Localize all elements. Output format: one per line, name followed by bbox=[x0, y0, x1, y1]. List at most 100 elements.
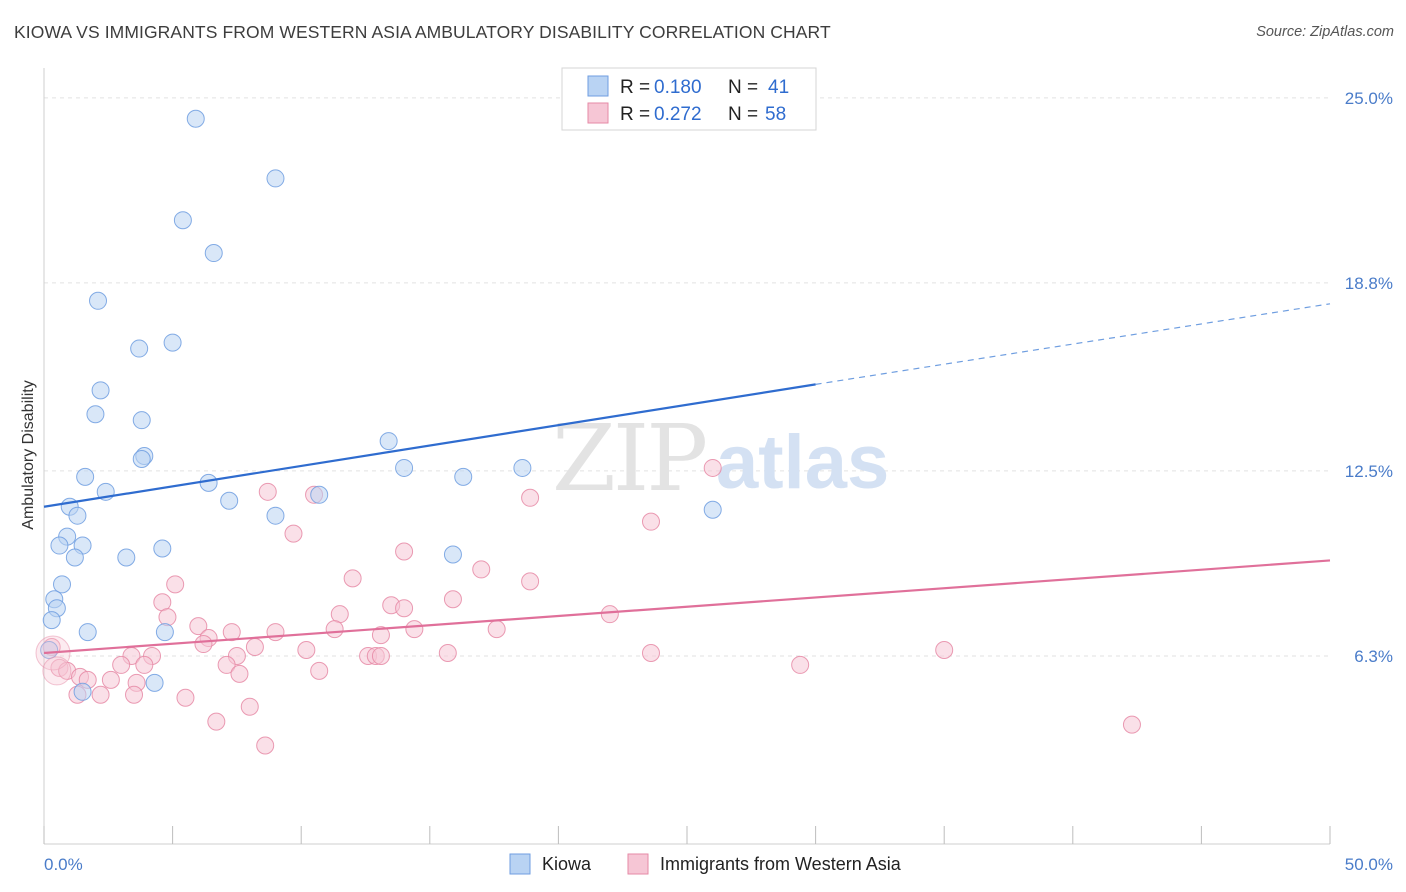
legend-n-value-western-asia: 58 bbox=[765, 104, 786, 125]
western-asia-point-1 bbox=[258, 482, 277, 501]
western-asia-point-56 bbox=[207, 712, 226, 731]
legend-r-label-western-asia: R = bbox=[620, 104, 650, 125]
western-asia-point-6 bbox=[395, 542, 414, 561]
western-asia-point-9 bbox=[521, 572, 540, 591]
legend-r-label-kiowa: R = bbox=[620, 77, 650, 98]
western-asia-point-39 bbox=[112, 655, 131, 674]
western-asia-point-24 bbox=[371, 626, 390, 645]
watermark: ZIP atlas bbox=[552, 405, 889, 512]
kiowa-point-26 bbox=[50, 536, 69, 555]
western-asia-point-54 bbox=[176, 688, 195, 707]
western-asia-point-55 bbox=[240, 697, 259, 716]
kiowa-point-36 bbox=[78, 623, 97, 642]
kiowa-point-2 bbox=[173, 211, 192, 230]
kiowa-point-19 bbox=[220, 491, 239, 510]
western-asia-point-28 bbox=[297, 641, 316, 659]
kiowa-point-38 bbox=[40, 641, 59, 659]
kiowa-point-11 bbox=[132, 449, 151, 468]
western-asia-point-21 bbox=[487, 620, 506, 639]
western-asia-point-10 bbox=[166, 575, 185, 594]
kiowa-point-3 bbox=[204, 244, 223, 263]
legend-swatch-kiowa bbox=[587, 75, 609, 97]
data-points bbox=[35, 109, 1141, 755]
kiowa-point-1 bbox=[266, 169, 285, 188]
kiowa-point-22 bbox=[266, 506, 285, 525]
kiowa-point-20 bbox=[310, 485, 329, 504]
western-asia-point-41 bbox=[217, 655, 236, 674]
kiowa-point-39 bbox=[145, 673, 164, 692]
y-tick-label-0: 6.3% bbox=[1354, 647, 1393, 666]
western-asia-point-7 bbox=[472, 560, 491, 579]
western-asia-point-14 bbox=[395, 599, 414, 618]
kiowa-point-29 bbox=[65, 548, 84, 567]
kiowa-point-40 bbox=[73, 682, 92, 701]
western-asia-cluster-point-2 bbox=[42, 656, 72, 686]
western-asia-point-22 bbox=[222, 623, 241, 642]
legend-n-label-western-asia: N = bbox=[728, 104, 758, 125]
western-asia-point-15 bbox=[330, 605, 349, 624]
western-asia-point-29 bbox=[438, 643, 457, 662]
legend-r-value-western-asia: 0.272 bbox=[654, 104, 702, 125]
x-ticks bbox=[43, 826, 1331, 844]
western-asia-point-8 bbox=[343, 569, 362, 588]
series-legend: Kiowa Immigrants from Western Asia bbox=[509, 853, 902, 875]
stats-legend: R = 0.180 N = 41 R = 0.272 N = 58 bbox=[561, 67, 817, 131]
western-asia-point-45 bbox=[310, 661, 329, 680]
kiowa-point-4 bbox=[89, 291, 108, 310]
western-asia-point-57 bbox=[1122, 715, 1141, 734]
western-asia-point-31 bbox=[935, 641, 954, 659]
western-asia-point-49 bbox=[101, 670, 120, 689]
kiowa-point-15 bbox=[395, 458, 414, 477]
western-asia-point-4 bbox=[641, 512, 660, 531]
x-tick-labels: 0.0% 50.0% bbox=[44, 855, 1393, 874]
kiowa-point-0 bbox=[186, 109, 205, 128]
kiowa-trend-line bbox=[43, 383, 816, 508]
trend-lines bbox=[43, 303, 1331, 655]
legend-n-label-kiowa: N = bbox=[728, 77, 758, 98]
series-legend-swatch-kiowa bbox=[509, 853, 531, 875]
western-asia-point-58 bbox=[256, 736, 275, 755]
western-asia-point-16 bbox=[600, 605, 619, 624]
western-asia-point-40 bbox=[135, 655, 154, 674]
kiowa-point-14 bbox=[199, 473, 218, 492]
kiowa-point-37 bbox=[155, 623, 174, 642]
kiowa-point-7 bbox=[91, 381, 110, 400]
y-tick-labels: 6.3% 12.5% 18.8% 25.0% bbox=[1345, 89, 1393, 666]
western-asia-point-52 bbox=[91, 685, 110, 704]
western-asia-point-11 bbox=[443, 590, 462, 609]
kiowa-point-5 bbox=[130, 339, 149, 358]
kiowa-point-9 bbox=[132, 411, 151, 430]
kiowa-point-17 bbox=[454, 467, 473, 486]
series-legend-swatch-western-asia bbox=[627, 853, 649, 875]
kiowa-point-28 bbox=[153, 539, 172, 558]
western-asia-point-17 bbox=[158, 608, 177, 627]
western-asia-point-3 bbox=[521, 488, 540, 507]
series-legend-label-kiowa: Kiowa bbox=[542, 854, 592, 874]
x-tick-label-min: 0.0% bbox=[44, 855, 83, 874]
series-legend-label-western-asia: Immigrants from Western Asia bbox=[660, 854, 902, 874]
chart-title: KIOWA VS IMMIGRANTS FROM WESTERN ASIA AM… bbox=[14, 22, 831, 42]
legend-swatch-western-asia bbox=[587, 102, 609, 124]
y-axis-title: Ambulatory Disability bbox=[20, 380, 37, 529]
watermark-atlas: atlas bbox=[716, 420, 889, 505]
western-asia-point-23 bbox=[266, 623, 285, 642]
kiowa-point-12 bbox=[379, 432, 398, 451]
kiowa-point-13 bbox=[76, 467, 95, 486]
kiowa-point-8 bbox=[86, 405, 105, 424]
western-asia-point-30 bbox=[641, 643, 660, 662]
x-tick-label-max: 50.0% bbox=[1345, 855, 1393, 874]
kiowa-point-16 bbox=[513, 458, 532, 477]
y-tick-label-3: 25.0% bbox=[1345, 89, 1393, 108]
kiowa-point-23 bbox=[703, 500, 722, 519]
kiowa-point-32 bbox=[53, 575, 72, 594]
kiowa-trend-line-extension bbox=[815, 303, 1331, 385]
kiowa-point-35 bbox=[42, 611, 61, 630]
western-asia-point-12 bbox=[153, 593, 172, 612]
legend-n-value-kiowa: 41 bbox=[768, 77, 789, 98]
western-asia-point-26 bbox=[194, 635, 213, 654]
western-asia-point-53 bbox=[125, 685, 144, 704]
watermark-zip: ZIP bbox=[552, 405, 705, 512]
western-asia-point-18 bbox=[189, 617, 208, 636]
western-asia-point-20 bbox=[405, 620, 424, 639]
